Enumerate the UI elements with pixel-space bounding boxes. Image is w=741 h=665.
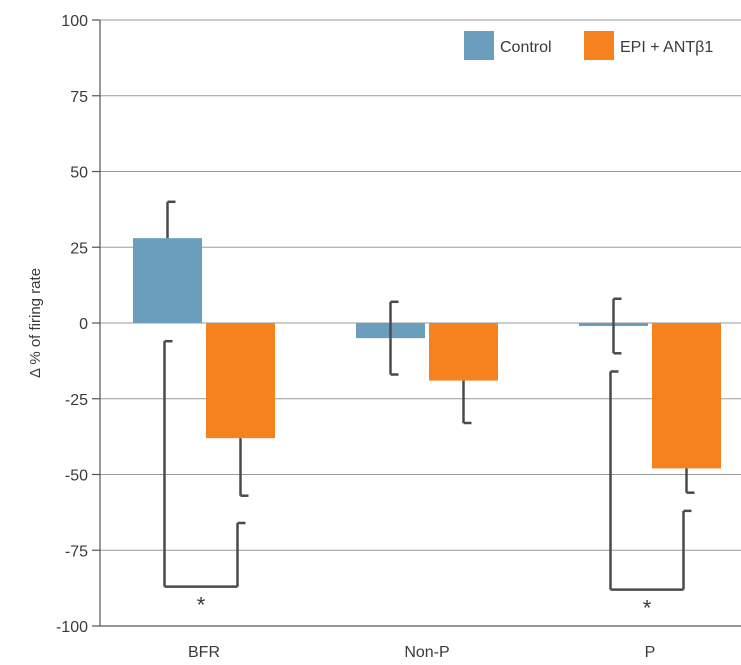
- y-axis-title: Δ % of firing rate: [27, 268, 44, 378]
- y-tick-label: 50: [70, 165, 88, 182]
- y-tick-label: 75: [70, 89, 88, 106]
- bars: [133, 238, 721, 469]
- y-tick-label: -75: [65, 543, 88, 560]
- y-tick-label: 100: [61, 13, 88, 30]
- bar-non-p-treatment: [429, 323, 498, 381]
- bar-bfr-treatment: [206, 323, 275, 439]
- significance-brackets: * *: [163, 339, 692, 621]
- x-category-label: Non-P: [404, 644, 449, 661]
- y-tick-label: -25: [65, 392, 88, 409]
- x-category-label: BFR: [188, 644, 220, 661]
- bar-bfr-control: [133, 238, 202, 323]
- legend-label: Control: [500, 39, 552, 56]
- y-tick-label: 25: [70, 240, 88, 257]
- legend-label: EPI + ANTβ1: [620, 39, 713, 56]
- bar-p-treatment: [652, 323, 721, 469]
- legend-swatch: [464, 31, 494, 60]
- y-tick-label: 0: [79, 316, 88, 333]
- axes: 100 75 50 25 0 -25 -50 -75 -100 BFR Non-P P: [56, 13, 741, 661]
- x-category-label: P: [645, 644, 656, 661]
- y-tick-label: -50: [65, 468, 88, 485]
- significance-star: *: [197, 593, 206, 618]
- legend-swatch: [584, 31, 614, 60]
- significance-star: *: [643, 596, 652, 621]
- y-tick-label: -100: [56, 619, 88, 636]
- error-bars: [166, 200, 695, 497]
- legend: Control EPI + ANTβ1: [464, 31, 713, 60]
